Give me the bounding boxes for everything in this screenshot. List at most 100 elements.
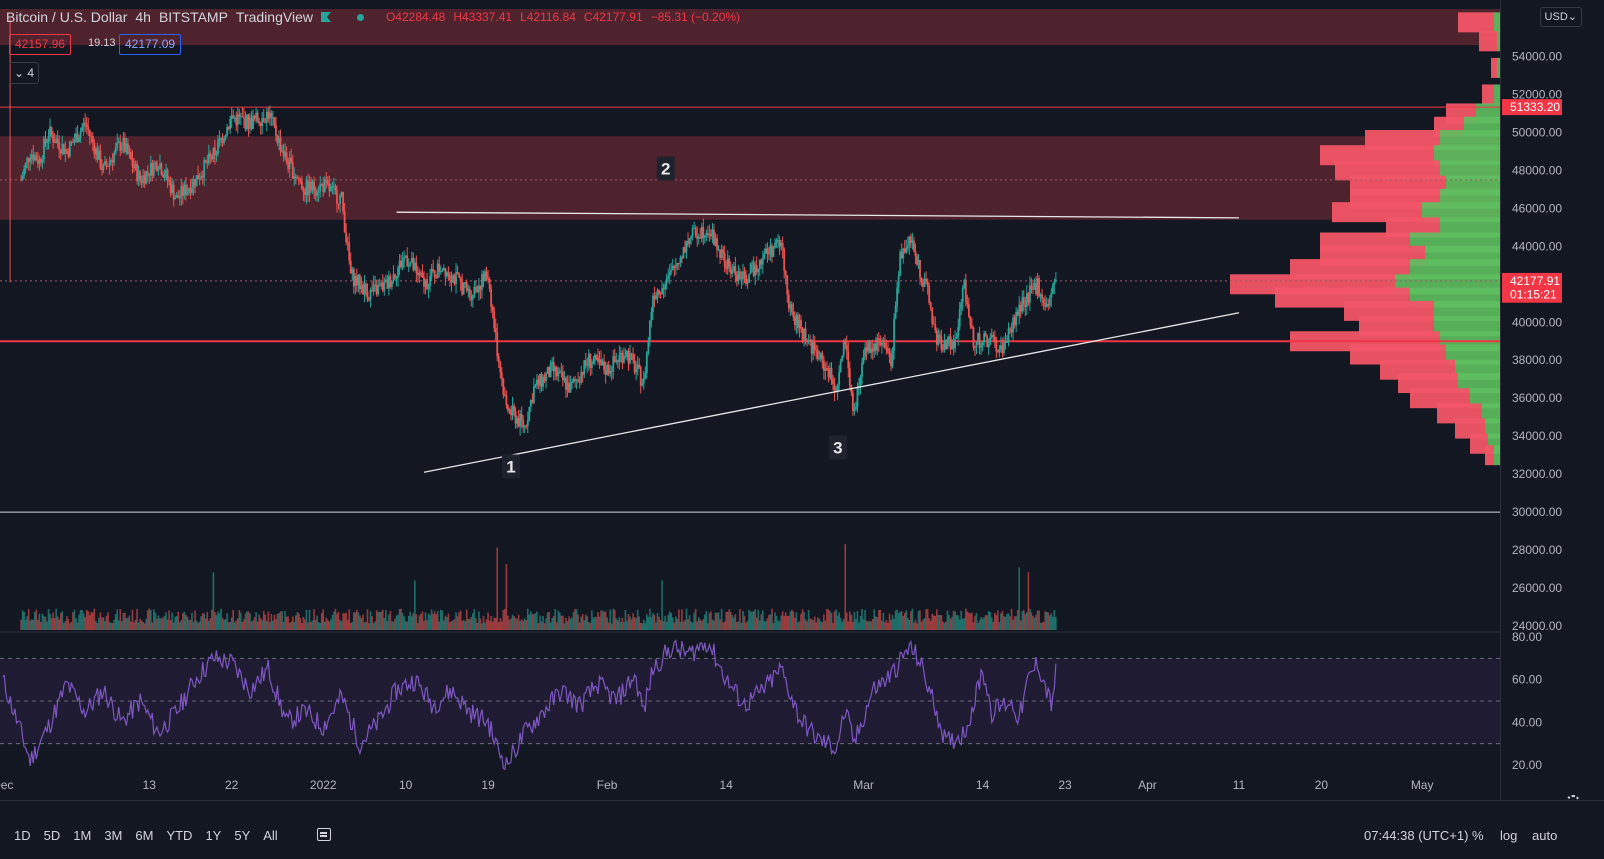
timeframe-6m[interactable]: 6M: [135, 828, 154, 843]
volume-bar: [40, 622, 42, 630]
candle-body: [485, 271, 488, 279]
candle-body: [945, 339, 947, 350]
calendar-icon[interactable]: [317, 828, 331, 841]
candle-body: [972, 327, 975, 348]
volume-bar: [450, 621, 453, 630]
candle-body: [201, 175, 204, 178]
candle-body: [537, 379, 540, 386]
sell-price-button[interactable]: 42157.96: [9, 34, 72, 55]
timeframe-5d[interactable]: 5D: [43, 828, 61, 843]
resistance-zone-2: [0, 136, 1500, 220]
time-tick-label: 11: [1233, 778, 1246, 792]
candle-body: [714, 238, 717, 246]
volume-bar: [178, 622, 181, 630]
volume-bar: [230, 617, 233, 630]
timeframe-1d[interactable]: 1D: [14, 828, 31, 843]
volume-bar: [1026, 612, 1028, 630]
indicators-toggle-button[interactable]: ⌄ 4: [9, 62, 39, 84]
candle-body: [526, 420, 529, 427]
volume-bar: [1035, 614, 1037, 630]
volume-bar: [980, 617, 982, 630]
volume-bar: [519, 621, 521, 630]
candle-body: [82, 122, 85, 128]
buy-price-button[interactable]: 42177.09: [119, 34, 182, 55]
candle-body: [531, 399, 534, 403]
volume-bar: [786, 616, 789, 630]
volume-bar: [612, 608, 615, 630]
volume-bar: [424, 612, 427, 630]
volume-bar: [90, 611, 93, 630]
volume-bar: [673, 622, 676, 630]
volume-bar: [73, 609, 76, 630]
price-chart[interactable]: 12354000.0052000.0050000.0048000.0046000…: [0, 0, 1604, 800]
volume-bar: [574, 608, 576, 630]
volume-bar: [136, 608, 138, 630]
timeframe-1y[interactable]: 1Y: [205, 828, 222, 843]
log-toggle[interactable]: log: [1500, 828, 1518, 843]
volume-bar: [287, 616, 289, 630]
volume-bar: [800, 613, 802, 630]
percent-toggle[interactable]: %: [1472, 828, 1484, 843]
flag-icon[interactable]: [320, 12, 331, 22]
candle-body: [522, 420, 525, 428]
candle-body: [294, 176, 297, 179]
symbol-title[interactable]: Bitcoin / U.S. Dollar: [6, 9, 128, 25]
volume-bar: [52, 612, 54, 630]
timeframe-ytd[interactable]: YTD: [166, 828, 193, 843]
candle-body: [218, 138, 221, 141]
candle-body: [105, 161, 108, 166]
volume-bar: [149, 609, 152, 630]
candle-body: [314, 190, 317, 196]
volume-bar: [894, 610, 897, 630]
volume-bar: [769, 614, 772, 630]
interval-label[interactable]: 4h: [135, 9, 151, 25]
volume-bar: [575, 609, 578, 630]
volume-bar: [594, 617, 596, 630]
volume-bar: [186, 616, 189, 630]
candle-body: [278, 137, 280, 144]
candle-body: [299, 180, 302, 182]
candle-body: [887, 348, 889, 354]
currency-selector[interactable]: USD⌄: [1539, 7, 1582, 27]
candle-body: [690, 236, 692, 239]
candle-body: [490, 288, 493, 307]
candle-body: [528, 406, 531, 421]
timeframe-3m[interactable]: 3M: [104, 828, 123, 843]
timeframe-buttons: 1D 5D 1M 3M 6M YTD 1Y 5Y All: [14, 828, 291, 843]
timeframe-all[interactable]: All: [263, 828, 278, 843]
volume-bar: [929, 620, 932, 630]
volume-bar: [381, 609, 384, 630]
volume-bar: [1018, 567, 1021, 630]
candle-body: [464, 282, 467, 284]
candle-body: [706, 233, 709, 236]
volume-bar: [243, 619, 245, 630]
volume-bar: [751, 611, 753, 630]
volume-bar: [691, 622, 694, 630]
volume-profile-down-bar: [1335, 160, 1440, 181]
candle-body: [716, 238, 718, 250]
volume-bar: [807, 610, 810, 630]
candle-body: [815, 349, 818, 351]
timeframe-5y[interactable]: 5Y: [234, 828, 251, 843]
chevron-down-icon: ⌄: [1567, 11, 1577, 23]
candle-body: [792, 311, 795, 318]
volume-bar: [345, 612, 347, 630]
volume-bar: [852, 621, 854, 630]
volume-bar: [951, 616, 953, 630]
candle-body: [484, 271, 486, 281]
candle-body: [111, 160, 114, 163]
volume-bar: [439, 609, 442, 630]
candle-body: [700, 227, 703, 239]
candle-body: [416, 272, 419, 276]
volume-bar: [258, 614, 260, 630]
clock-label[interactable]: 07:44:38 (UTC+1): [1364, 828, 1469, 843]
volume-bar: [812, 620, 814, 630]
volume-bar: [88, 615, 91, 630]
timeframe-1m[interactable]: 1M: [73, 828, 92, 843]
auto-toggle[interactable]: auto: [1532, 828, 1558, 843]
candle-body: [152, 163, 155, 176]
candle-body: [1013, 317, 1016, 326]
volume-bar: [789, 611, 792, 630]
volume-bar: [939, 614, 941, 630]
candle-body: [508, 409, 511, 411]
